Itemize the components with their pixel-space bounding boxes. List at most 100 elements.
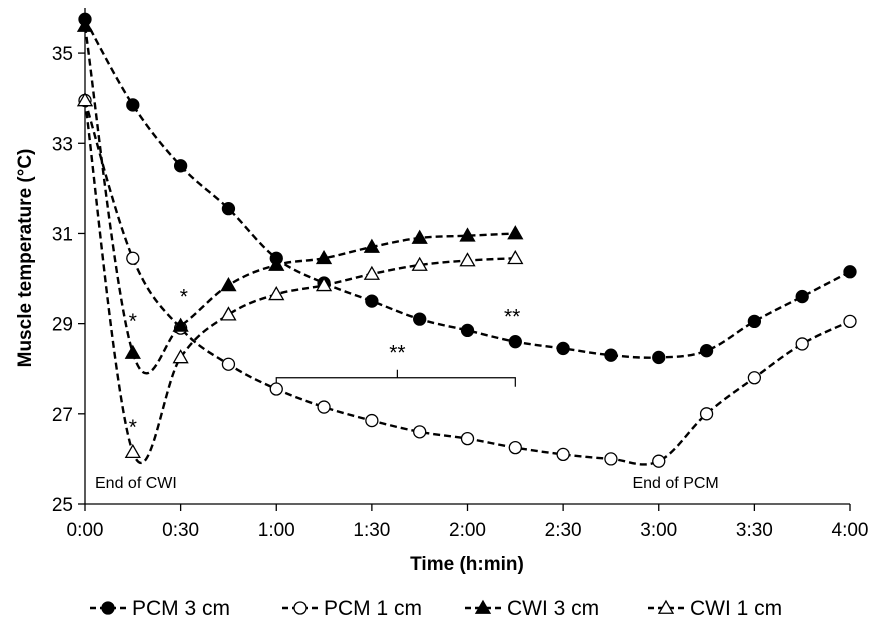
data-point	[268, 256, 285, 271]
axis-ticks: 0:00 0:30 1:00 1:30 2:00 2:30 3:00 3:30 4:00 25 27…	[52, 44, 869, 541]
series-pcm-1-cm	[78, 93, 857, 468]
data-point	[507, 225, 524, 240]
y-tick-label: 25	[52, 495, 73, 516]
legend-marker	[293, 601, 307, 615]
data-point	[221, 357, 236, 371]
y-tick-label: 31	[52, 224, 73, 245]
bracket-line	[275, 377, 516, 387]
data-point	[604, 452, 618, 466]
series-pcm-3-cm	[78, 12, 857, 365]
data-point	[315, 249, 333, 265]
data-point	[795, 337, 809, 351]
data-point	[365, 294, 379, 308]
data-point	[126, 251, 140, 265]
data-point	[508, 440, 522, 455]
significance-marker: **	[389, 342, 405, 365]
data-point	[413, 425, 427, 439]
data-point	[699, 407, 714, 421]
data-point	[172, 349, 189, 364]
x-tick-label: 2:00	[449, 520, 486, 541]
data-point	[507, 249, 524, 265]
data-point	[126, 98, 140, 112]
phase-label: End of CWI	[95, 475, 177, 492]
legend-item: PCM 3 cm	[90, 597, 230, 620]
data-point	[795, 289, 809, 304]
significance-marker: *	[129, 310, 137, 333]
y-tick-label: 27	[52, 405, 73, 426]
data-point	[315, 276, 333, 292]
data-point	[413, 312, 427, 326]
significance-bracket	[275, 369, 516, 387]
series-line	[83, 18, 851, 359]
data-point	[173, 159, 188, 173]
legend-item: CWI 1 cm	[648, 597, 782, 620]
legend: PCM 3 cm PCM 1 cm CWI 3 cm CWI 1 cm	[90, 597, 782, 620]
legend-marker	[101, 601, 115, 615]
data-point	[172, 317, 189, 332]
data-point	[269, 382, 283, 396]
data-point	[365, 413, 379, 428]
annotations: *******End of CWI End of PCM	[95, 285, 719, 492]
data-point	[76, 17, 94, 32]
y-tick-label: 33	[52, 134, 73, 155]
data-point	[747, 314, 762, 329]
data-point	[411, 256, 428, 271]
x-tick-label: 4:00	[832, 520, 869, 541]
significance-marker: *	[180, 285, 188, 308]
x-tick-label: 3:00	[640, 520, 677, 541]
y-tick-label: 35	[52, 44, 73, 65]
data-point	[363, 238, 380, 253]
data-point	[556, 341, 570, 356]
x-tick-label: 0:30	[162, 520, 199, 541]
data-point	[699, 344, 714, 358]
legend-marker	[474, 599, 492, 614]
x-tick-label: 1:00	[258, 520, 295, 541]
data-point	[363, 265, 380, 280]
legend-item: PCM 1 cm	[282, 597, 422, 620]
data-point	[124, 344, 141, 359]
series-cwi-1-cm	[76, 92, 524, 464]
data-point	[747, 371, 762, 385]
data-point	[221, 202, 236, 216]
data-point	[459, 227, 476, 242]
series-group	[76, 12, 857, 468]
data-point	[843, 314, 857, 329]
legend-marker	[657, 599, 675, 614]
data-point	[460, 431, 475, 446]
data-point	[317, 400, 331, 414]
legend-label: PCM 3 cm	[132, 597, 230, 620]
data-point	[220, 276, 237, 292]
y-axis-title: Muscle temperature (°C)	[15, 149, 36, 368]
series-line	[83, 100, 516, 464]
legend-label: PCM 1 cm	[324, 597, 422, 620]
data-point	[604, 348, 618, 362]
data-point	[268, 286, 285, 301]
x-tick-label: 2:30	[545, 520, 582, 541]
significance-marker: **	[504, 306, 520, 329]
data-point	[459, 252, 476, 267]
series-line	[83, 100, 851, 466]
legend-label: CWI 1 cm	[690, 597, 782, 620]
x-tick-label: 0:00	[67, 520, 104, 541]
x-tick-label: 3:30	[736, 520, 773, 541]
data-point	[124, 443, 141, 459]
phase-label: End of PCM	[632, 475, 718, 492]
series-cwi-3-cm	[76, 17, 524, 375]
data-point	[556, 447, 570, 462]
data-point	[76, 92, 94, 107]
data-point	[220, 306, 237, 321]
x-axis-title: Time (h:min)	[410, 554, 524, 575]
x-tick-label: 1:30	[353, 520, 390, 541]
series-line	[83, 25, 516, 375]
significance-marker: *	[129, 416, 137, 439]
data-point	[652, 350, 666, 365]
data-point	[508, 335, 522, 349]
data-point	[652, 454, 666, 468]
data-point	[843, 265, 857, 279]
legend-item: CWI 3 cm	[465, 597, 599, 620]
data-point	[411, 229, 428, 244]
y-tick-label: 29	[52, 315, 73, 336]
legend-label: CWI 3 cm	[507, 597, 599, 620]
data-point	[460, 323, 475, 338]
